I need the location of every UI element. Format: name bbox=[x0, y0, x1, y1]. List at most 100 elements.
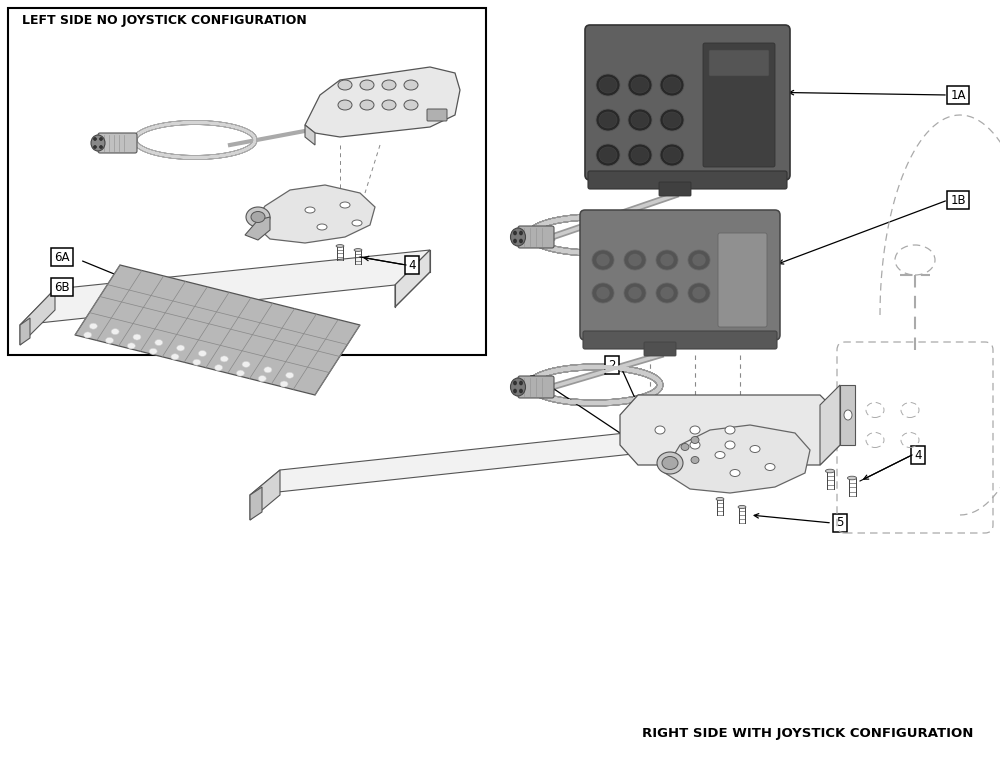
Ellipse shape bbox=[624, 250, 646, 270]
Polygon shape bbox=[395, 250, 430, 307]
Polygon shape bbox=[305, 67, 460, 137]
FancyBboxPatch shape bbox=[644, 342, 676, 356]
Ellipse shape bbox=[94, 138, 96, 141]
Ellipse shape bbox=[660, 253, 674, 266]
Ellipse shape bbox=[660, 287, 674, 300]
Ellipse shape bbox=[220, 356, 228, 362]
Ellipse shape bbox=[692, 287, 706, 300]
Ellipse shape bbox=[660, 109, 684, 131]
Text: 1B: 1B bbox=[950, 194, 966, 207]
Ellipse shape bbox=[681, 444, 689, 451]
Ellipse shape bbox=[514, 389, 516, 393]
Text: LEFT SIDE NO JOYSTICK CONFIGURATION: LEFT SIDE NO JOYSTICK CONFIGURATION bbox=[22, 14, 307, 27]
Ellipse shape bbox=[352, 220, 362, 226]
FancyBboxPatch shape bbox=[703, 43, 775, 167]
Ellipse shape bbox=[100, 138, 103, 141]
Polygon shape bbox=[20, 289, 55, 345]
Ellipse shape bbox=[599, 77, 617, 93]
Ellipse shape bbox=[133, 334, 141, 340]
Polygon shape bbox=[665, 425, 810, 493]
Ellipse shape bbox=[280, 381, 288, 387]
Text: 5: 5 bbox=[836, 516, 844, 529]
Ellipse shape bbox=[106, 337, 114, 343]
Ellipse shape bbox=[514, 231, 516, 235]
FancyBboxPatch shape bbox=[518, 226, 554, 248]
Ellipse shape bbox=[690, 426, 700, 434]
Ellipse shape bbox=[628, 253, 642, 266]
Ellipse shape bbox=[336, 245, 344, 247]
Ellipse shape bbox=[149, 348, 157, 354]
Ellipse shape bbox=[656, 283, 678, 303]
Ellipse shape bbox=[628, 287, 642, 300]
Ellipse shape bbox=[236, 370, 244, 376]
Text: 1A: 1A bbox=[950, 89, 966, 102]
Ellipse shape bbox=[84, 332, 92, 338]
Ellipse shape bbox=[596, 253, 610, 266]
Polygon shape bbox=[250, 487, 262, 520]
Polygon shape bbox=[250, 470, 280, 520]
Ellipse shape bbox=[825, 469, 835, 473]
Ellipse shape bbox=[511, 228, 526, 246]
Ellipse shape bbox=[688, 283, 710, 303]
Ellipse shape bbox=[592, 250, 614, 270]
Ellipse shape bbox=[155, 340, 163, 346]
Ellipse shape bbox=[338, 80, 352, 90]
Ellipse shape bbox=[520, 231, 522, 235]
Text: 4: 4 bbox=[914, 448, 922, 461]
Ellipse shape bbox=[246, 207, 270, 227]
FancyBboxPatch shape bbox=[659, 182, 691, 196]
Ellipse shape bbox=[730, 470, 740, 477]
Ellipse shape bbox=[847, 476, 857, 480]
Ellipse shape bbox=[94, 145, 96, 148]
Ellipse shape bbox=[688, 250, 710, 270]
Ellipse shape bbox=[738, 506, 746, 509]
Ellipse shape bbox=[656, 250, 678, 270]
Ellipse shape bbox=[663, 112, 681, 128]
Ellipse shape bbox=[715, 451, 725, 458]
Ellipse shape bbox=[631, 112, 649, 128]
FancyBboxPatch shape bbox=[583, 331, 777, 349]
Ellipse shape bbox=[111, 329, 119, 334]
Ellipse shape bbox=[663, 77, 681, 93]
FancyBboxPatch shape bbox=[518, 376, 554, 398]
Ellipse shape bbox=[691, 437, 699, 444]
Ellipse shape bbox=[514, 381, 516, 385]
Polygon shape bbox=[670, 425, 700, 475]
Ellipse shape bbox=[242, 361, 250, 367]
Polygon shape bbox=[75, 265, 360, 395]
Ellipse shape bbox=[520, 239, 522, 243]
Ellipse shape bbox=[716, 497, 724, 500]
Ellipse shape bbox=[750, 445, 760, 453]
Ellipse shape bbox=[628, 144, 652, 166]
Text: RIGHT SIDE WITH JOYSTICK CONFIGURATION: RIGHT SIDE WITH JOYSTICK CONFIGURATION bbox=[642, 727, 973, 740]
Ellipse shape bbox=[360, 100, 374, 110]
Ellipse shape bbox=[624, 283, 646, 303]
Ellipse shape bbox=[198, 350, 206, 356]
Ellipse shape bbox=[631, 147, 649, 163]
Ellipse shape bbox=[171, 353, 179, 360]
Ellipse shape bbox=[305, 207, 315, 213]
Ellipse shape bbox=[91, 135, 105, 151]
Ellipse shape bbox=[177, 345, 185, 351]
Ellipse shape bbox=[657, 452, 683, 474]
FancyBboxPatch shape bbox=[427, 109, 447, 121]
Ellipse shape bbox=[382, 80, 396, 90]
Ellipse shape bbox=[662, 457, 678, 470]
Ellipse shape bbox=[631, 77, 649, 93]
Ellipse shape bbox=[628, 109, 652, 131]
Ellipse shape bbox=[360, 80, 374, 90]
Polygon shape bbox=[245, 217, 270, 240]
FancyBboxPatch shape bbox=[585, 25, 790, 180]
Ellipse shape bbox=[520, 381, 522, 385]
Ellipse shape bbox=[691, 457, 699, 464]
Ellipse shape bbox=[511, 378, 526, 396]
Ellipse shape bbox=[725, 426, 735, 434]
Polygon shape bbox=[20, 318, 30, 345]
Ellipse shape bbox=[660, 74, 684, 96]
Polygon shape bbox=[620, 395, 840, 465]
Ellipse shape bbox=[340, 202, 350, 208]
Text: 6A: 6A bbox=[54, 250, 70, 263]
Polygon shape bbox=[820, 385, 840, 465]
Ellipse shape bbox=[354, 249, 362, 252]
Polygon shape bbox=[305, 125, 315, 145]
